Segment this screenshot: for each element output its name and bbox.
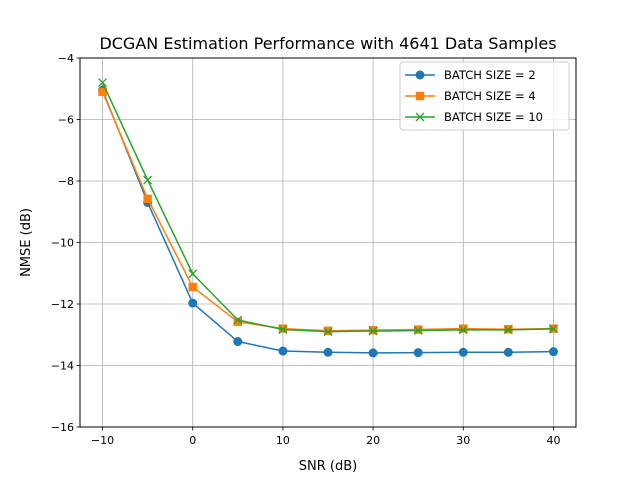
x-tick-label: 40 (546, 434, 560, 447)
data-point (233, 315, 243, 325)
data-point (233, 317, 243, 327)
data-point (413, 348, 423, 358)
y-axis-label: NMSE (dB) (19, 208, 34, 277)
marker-stroke (415, 112, 425, 122)
x-tick-label: 30 (456, 434, 470, 447)
legend-marker (415, 112, 425, 122)
data-point (548, 347, 558, 357)
data-point (458, 325, 468, 335)
data-point (368, 348, 378, 358)
legend: BATCH SIZE = 2 BATCH SIZE = 4 BATCH SIZE =… (399, 61, 570, 131)
x-tick-label: 10 (276, 434, 290, 447)
data-point (233, 337, 243, 347)
data-point (368, 326, 378, 336)
data-point (188, 282, 197, 292)
y-tick-label: −4 (58, 52, 74, 65)
legend-label: BATCH SIZE = 10 (444, 110, 543, 124)
data-point (323, 327, 333, 337)
series-layer (98, 78, 558, 358)
data-point (323, 326, 333, 335)
ticks: −10 0 10 20 30 40 −16 −14 −12 −10 −8 −6 −4 (51, 52, 561, 447)
marker-stroke (233, 315, 243, 325)
data-point (188, 298, 198, 308)
legend-marker (415, 70, 425, 80)
y-tick-label: −10 (51, 237, 74, 250)
data-point (413, 325, 423, 335)
legend-item: BATCH SIZE = 4 (405, 89, 536, 103)
series-3 (98, 78, 558, 337)
y-tick-label: −14 (51, 360, 74, 373)
legend-item: BATCH SIZE = 2 (405, 68, 536, 82)
marker-stroke (278, 325, 288, 334)
marker-stroke (323, 327, 333, 337)
legend-item: BATCH SIZE = 10 (405, 110, 543, 124)
marker-stroke (98, 78, 108, 88)
marker-stroke (188, 269, 198, 279)
marker-stroke (368, 326, 378, 336)
legend-label: BATCH SIZE = 4 (444, 89, 536, 103)
y-tick-label: −8 (58, 175, 74, 188)
y-tick-label: −6 (58, 114, 74, 127)
data-point (143, 194, 152, 204)
y-tick-label: −12 (51, 298, 74, 311)
legend-marker (415, 91, 425, 101)
data-point (368, 325, 378, 335)
x-tick-label: 20 (366, 434, 380, 447)
data-point (278, 325, 288, 334)
data-point (143, 175, 153, 185)
marker-stroke (503, 325, 513, 335)
data-point (323, 347, 333, 357)
x-tick-label: 0 (189, 434, 196, 447)
data-point (188, 269, 198, 279)
data-point (503, 325, 513, 335)
x-axis-label: SNR (dB) (299, 459, 357, 474)
chart-title: DCGAN Estimation Performance with 4641 D… (99, 34, 556, 53)
marker-stroke (143, 175, 153, 185)
grid (80, 57, 576, 428)
x-tick-label: −10 (91, 434, 114, 447)
data-point (278, 346, 288, 356)
data-point (548, 324, 558, 334)
marker-stroke (413, 325, 423, 335)
legend-box (399, 61, 570, 131)
legend-label: BATCH SIZE = 2 (444, 68, 536, 82)
data-point (459, 324, 468, 333)
data-point (503, 347, 513, 357)
marker-stroke (548, 324, 558, 334)
data-point (98, 78, 108, 88)
marker-stroke (458, 325, 468, 335)
data-point (413, 325, 423, 334)
data-point (458, 347, 468, 357)
y-tick-label: −16 (51, 421, 74, 434)
